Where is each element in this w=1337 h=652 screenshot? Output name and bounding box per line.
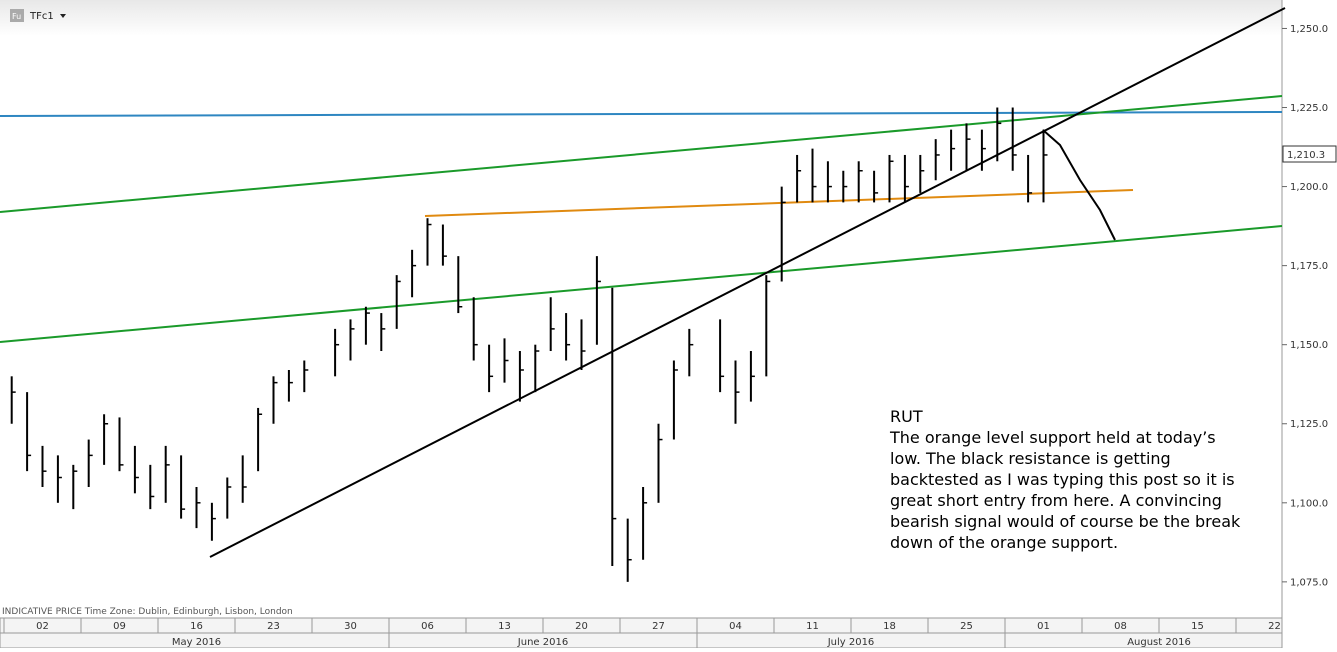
trend-line-green	[0, 225, 1283, 343]
annotation-title: RUT	[890, 407, 923, 426]
trend-line-green	[0, 95, 1283, 213]
x-tick-label: 18	[883, 621, 896, 632]
y-tick-label: 1,075.0	[1290, 577, 1328, 588]
annotation: The orange level support held at today’s…	[889, 428, 1241, 552]
annotation-line: bearish signal would of course be the br…	[890, 512, 1241, 531]
x-tick-label: 06	[421, 621, 434, 632]
dropdown-arrow[interactable]	[60, 14, 66, 18]
symbol-icon-text: Fu	[12, 12, 21, 21]
x-tick-label: 01	[1037, 621, 1050, 632]
x-tick-label: 16	[190, 621, 203, 632]
last-price-label: 1,210.3	[1287, 150, 1325, 161]
source-note: INDICATIVE PRICE Time Zone: Dublin, Edin…	[2, 607, 293, 617]
trend-line-blue	[0, 111, 1283, 117]
symbol-icon	[10, 9, 24, 22]
axis-bg	[1282, 0, 1337, 648]
x-tick-label: 30	[344, 621, 357, 632]
trend-line-orange	[424, 189, 1134, 217]
y-tick-label: 1,150.0	[1290, 340, 1328, 351]
y-tick-label: 1,100.0	[1290, 498, 1328, 509]
x-tick-label: 27	[652, 621, 665, 632]
x-tick-label: 04	[729, 621, 742, 632]
y-tick-label: 1,125.0	[1290, 419, 1328, 430]
month-label: June 2016	[517, 637, 568, 648]
annotation-line: The orange level support held at today’s	[889, 428, 1216, 447]
x-tick-label: 02	[36, 621, 49, 632]
month-label: August 2016	[1127, 637, 1191, 648]
plot-bg	[0, 0, 1282, 604]
x-tick-label: 08	[1114, 621, 1127, 632]
trend-line-black	[209, 7, 1286, 558]
x-tick-label: 25	[960, 621, 973, 632]
x-tick-label: 23	[267, 621, 280, 632]
x-tick-label: 13	[498, 621, 511, 632]
month-label: July 2016	[827, 637, 875, 648]
y-tick-label: 1,200.0	[1290, 182, 1328, 193]
x-tick-label: 09	[113, 621, 126, 632]
x-tick-label: 20	[575, 621, 588, 632]
annotation-line: backtested as I was typing this post so …	[890, 470, 1235, 489]
x-tick-label: 11	[806, 621, 819, 632]
symbol[interactable]: TFc1	[29, 11, 54, 22]
y-tick-label: 1,225.0	[1290, 103, 1328, 114]
x-tick-label: 22	[1268, 621, 1281, 632]
annotation-line: down of the orange support.	[890, 533, 1118, 552]
drawings	[0, 7, 1286, 558]
x-tick-label: 15	[1191, 621, 1204, 632]
y-tick-label: 1,175.0	[1290, 261, 1328, 272]
month-label: May 2016	[172, 637, 221, 648]
y-tick-label: 1,250.0	[1290, 24, 1328, 35]
annotation-line: great short entry from here. A convincin…	[890, 491, 1222, 510]
annotation-line: low. The black resistance is getting	[890, 449, 1171, 468]
projection-line	[1042, 129, 1116, 241]
last-price-box	[1282, 145, 1337, 163]
